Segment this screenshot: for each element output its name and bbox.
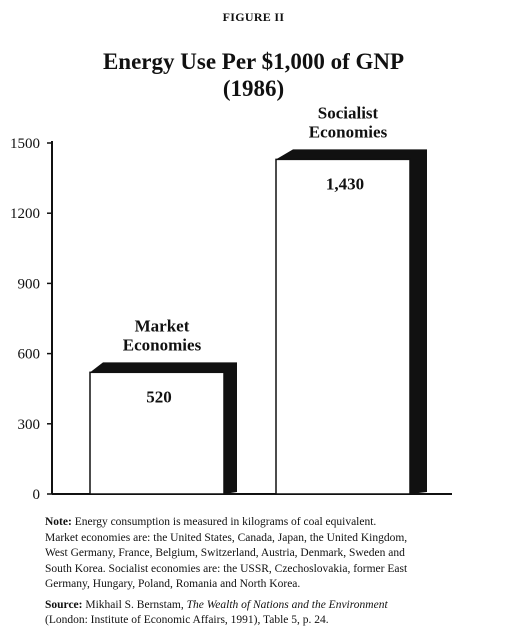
source-author: Mikhail S. Bernstam, [85,599,184,611]
figure-label: FIGURE II [222,10,285,24]
note-line-5: Germany, Hungary, Poland, Romania and No… [45,578,301,590]
note-line-1: Energy consumption is measured in kilogr… [74,516,377,528]
bar-value-label: 1,430 [326,174,364,193]
bar-category-label: Economies [309,122,388,141]
bar [275,158,411,495]
chart-source: Source: Mikhail S. Bernstam, The Wealth … [45,598,485,628]
note-line-4: South Korea. Socialist economies are: th… [45,562,408,575]
note-label: Note: [45,516,72,528]
chart-subtitle-year: (1986) [222,76,285,101]
y-tick-label: 1200 [10,206,40,222]
bar-chart: 030060090012001500520MarketEconomies1,43… [10,103,452,503]
source-label: Source: [45,599,83,611]
y-tick-label: 1500 [10,136,40,152]
chart-title: Energy Use Per $1,000 of GNP [102,49,405,74]
y-tick-label: 900 [18,276,41,292]
bar [89,371,225,495]
bar-value-label: 520 [146,387,172,406]
source-work-title: The Wealth of Nations and the Environmen… [186,599,388,611]
y-tick-label: 0 [33,487,41,503]
bar-shadow [276,149,427,494]
note-line-2: Market economies are: the United States,… [45,531,408,544]
bar-category-label: Market [135,316,190,335]
note-line-3: West Germany, France, Belgium, Switzerla… [45,547,405,559]
chart-note: Note: Energy consumption is measured in … [45,515,485,593]
y-tick-label: 300 [18,417,41,433]
bar-category-label: Socialist [318,103,379,122]
bar-category-label: Economies [123,335,202,354]
source-publication: (London: Institute of Economic Affairs, … [45,614,329,626]
y-tick-label: 600 [18,347,41,363]
